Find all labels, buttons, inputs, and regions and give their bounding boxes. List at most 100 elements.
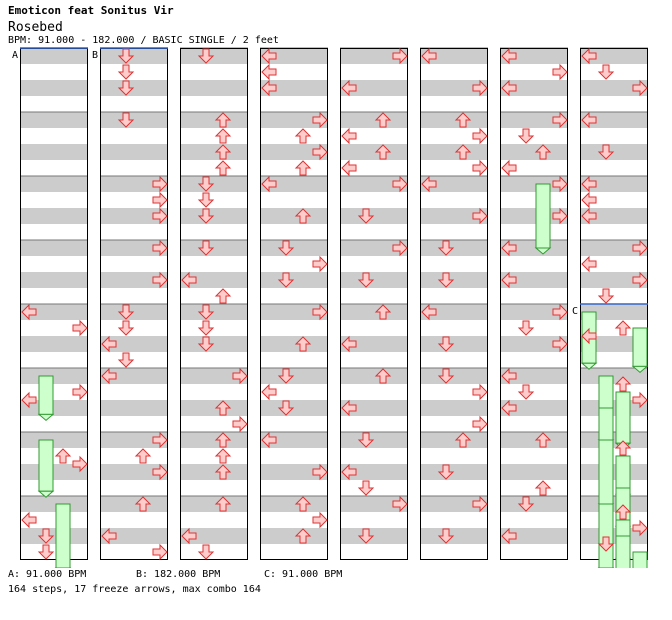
step-arrow-left xyxy=(501,271,517,289)
beat-stripe xyxy=(20,496,88,512)
step-arrow-left xyxy=(341,335,357,353)
step-arrow-down xyxy=(37,528,55,544)
beat-stripe xyxy=(180,48,248,64)
step-arrow-up xyxy=(214,144,232,160)
step-arrow-left xyxy=(261,47,277,65)
beat-stripe xyxy=(420,240,488,256)
step-arrow-down xyxy=(197,544,215,560)
step-arrow-left xyxy=(101,335,117,353)
step-arrow-right xyxy=(632,239,648,257)
beat-stripe xyxy=(580,432,648,448)
step-arrow-left xyxy=(581,191,597,209)
beat-stripe xyxy=(340,336,408,352)
beat-stripe xyxy=(20,112,88,128)
beat-stripe xyxy=(260,176,328,192)
beat-stripe xyxy=(100,496,168,512)
step-arrow-down xyxy=(117,352,135,368)
beat-stripe xyxy=(20,208,88,224)
step-arrow-up xyxy=(294,336,312,352)
beat-stripe xyxy=(580,368,648,384)
freeze-body xyxy=(38,439,54,492)
step-arrow-up xyxy=(134,496,152,512)
step-arrow-down xyxy=(197,304,215,320)
bpm-marker-label: C xyxy=(572,306,578,317)
freeze-tail xyxy=(37,490,55,498)
column-border xyxy=(180,48,248,560)
beat-stripe xyxy=(100,528,168,544)
beat-stripe xyxy=(500,336,568,352)
beat-stripe xyxy=(100,304,168,320)
beat-stripe xyxy=(580,272,648,288)
step-arrow-right xyxy=(552,335,568,353)
step-arrow-left xyxy=(261,63,277,81)
beat-stripe xyxy=(260,368,328,384)
beat-stripe xyxy=(500,208,568,224)
column-border xyxy=(260,48,328,560)
beat-stripe xyxy=(420,208,488,224)
step-arrow-left xyxy=(181,527,197,545)
beat-stripe xyxy=(340,272,408,288)
beat-stripe xyxy=(100,368,168,384)
beat-stripe xyxy=(340,464,408,480)
step-arrow-left xyxy=(581,111,597,129)
step-arrow-down xyxy=(437,272,455,288)
beat-stripe xyxy=(260,336,328,352)
step-arrow-down xyxy=(197,336,215,352)
beat-stripe xyxy=(20,240,88,256)
beat-stripe xyxy=(420,400,488,416)
step-arrow-up xyxy=(214,464,232,480)
beat-stripe xyxy=(180,240,248,256)
beat-stripe xyxy=(580,240,648,256)
beat-stripe xyxy=(500,528,568,544)
step-arrow-right xyxy=(632,519,648,537)
beat-stripe xyxy=(180,112,248,128)
step-arrow-up xyxy=(454,112,472,128)
step-arrow-down xyxy=(117,304,135,320)
beat-stripe xyxy=(420,272,488,288)
beat-stripe xyxy=(260,528,328,544)
step-arrow-left xyxy=(421,303,437,321)
step-arrow-right xyxy=(472,383,488,401)
step-arrow-right xyxy=(312,111,328,129)
step-arrow-up xyxy=(294,128,312,144)
step-arrow-down xyxy=(197,48,215,64)
step-arrow-left xyxy=(341,79,357,97)
beat-stripe xyxy=(500,400,568,416)
beat-stripe xyxy=(340,432,408,448)
step-arrow-left xyxy=(341,399,357,417)
beat-stripe xyxy=(340,80,408,96)
step-arrow-right xyxy=(392,47,408,65)
step-arrow-left xyxy=(341,463,357,481)
beat-stripe xyxy=(420,368,488,384)
song-artist: Emoticon feat Sonitus Vir xyxy=(8,4,174,17)
beat-stripe xyxy=(260,112,328,128)
beat-stripe xyxy=(20,432,88,448)
beat-stripe xyxy=(100,432,168,448)
song-title: Rosebed xyxy=(8,20,63,35)
step-arrow-down xyxy=(437,464,455,480)
beat-stripe xyxy=(500,112,568,128)
step-arrow-up xyxy=(534,432,552,448)
beat-stripe xyxy=(420,48,488,64)
bpm-marker-label: B xyxy=(92,50,98,61)
step-arrow-down xyxy=(117,320,135,336)
beat-stripe xyxy=(500,48,568,64)
beat-stripe xyxy=(500,80,568,96)
step-arrow-right xyxy=(472,127,488,145)
step-arrow-left xyxy=(581,175,597,193)
step-arrow-down xyxy=(517,384,535,400)
step-arrow-down xyxy=(197,192,215,208)
step-arrow-right xyxy=(392,495,408,513)
step-arrow-right xyxy=(152,543,168,561)
beat-stripe xyxy=(180,368,248,384)
beat-stripe xyxy=(580,304,648,320)
step-arrow-left xyxy=(581,207,597,225)
step-arrow-right xyxy=(632,79,648,97)
freeze-body xyxy=(615,535,631,568)
beat-stripe xyxy=(20,144,88,160)
beat-stripe xyxy=(100,336,168,352)
step-arrow-up xyxy=(534,144,552,160)
beat-stripe xyxy=(580,528,648,544)
step-arrow-up xyxy=(214,448,232,464)
step-arrow-right xyxy=(312,463,328,481)
